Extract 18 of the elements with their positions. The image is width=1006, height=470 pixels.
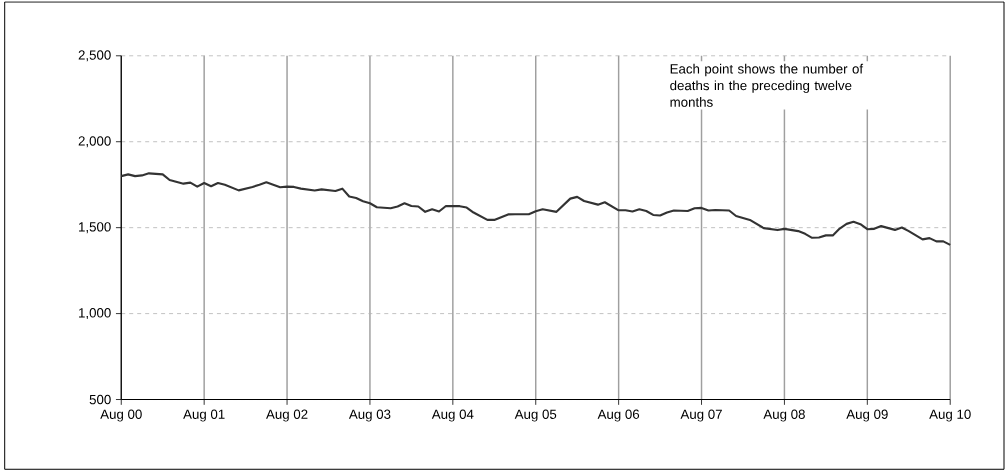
x-tick-label: Aug 10 (929, 409, 971, 422)
x-tick-label: Aug 05 (514, 409, 557, 422)
y-tick-label: 2,000 (78, 136, 111, 148)
y-tick-label: 1,000 (79, 307, 111, 319)
x-tick-label: Aug 08 (763, 409, 805, 422)
x-tick-label: Aug 06 (597, 409, 640, 422)
x-tick-label: Aug 09 (846, 409, 888, 422)
x-tick-label: Aug 03 (348, 409, 391, 422)
x-tick-label: Aug 07 (680, 409, 722, 422)
annotation: Each point shows the number of deaths in the preceding twelve months (670, 63, 864, 107)
x-tick-label: Aug 00 (100, 409, 142, 422)
y-tick-label: 2,500 (78, 50, 111, 62)
y-tick-label: 1,500 (79, 222, 111, 234)
y-tick-label: 500 (89, 394, 111, 405)
x-tick-label: Aug 04 (431, 409, 474, 422)
x-tick-label: Aug 02 (266, 409, 308, 422)
line-series (120, 172, 952, 246)
x-tick-label: Aug 01 (183, 409, 225, 422)
